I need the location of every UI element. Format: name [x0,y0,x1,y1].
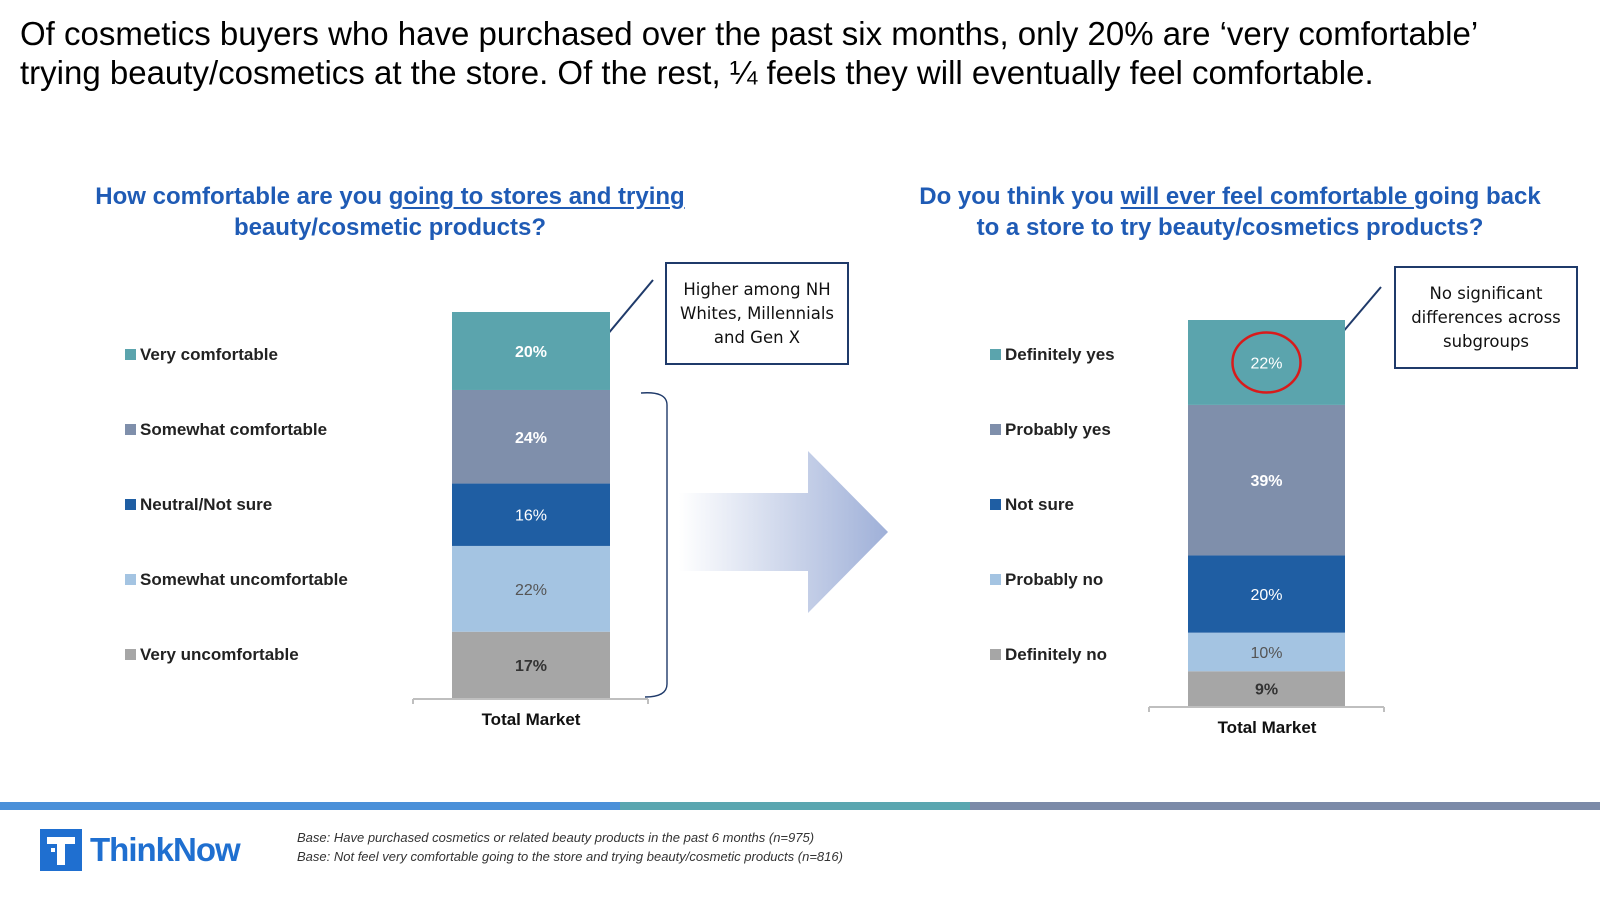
bar-segment-not-sure [1188,555,1345,633]
right-question-underlined: will ever feel comfortable [1120,183,1415,210]
thinknow-logo: ThinkNow [40,828,241,872]
bar-segment-somewhat-comfortable [452,389,610,484]
legend-item: Very uncomfortable [125,645,299,665]
legend-label: Definitely no [1005,645,1108,664]
legend-item: Not sure [990,495,1074,515]
left-category-label: Total Market [481,710,581,729]
bar-segment-very-uncomfortable [452,631,610,698]
right-question-part1: Do you think you [919,183,1121,210]
legend-label: Very comfortable [140,345,278,364]
data-label-not-sure: 20% [1250,587,1282,604]
data-label-probably-no: 10% [1250,645,1282,662]
left-callout: Higher among NH Whites, Millennials and … [665,262,849,365]
transition-arrow [679,451,888,613]
legend-label: Somewhat comfortable [140,420,328,439]
slide-headline: Of cosmetics buyers who have purchased o… [20,15,1477,91]
legend-swatch [990,349,1001,360]
right-callout-text: No significant differences across subgro… [1411,283,1561,351]
left-chart: 17% 22% 16% 24% 20% [412,312,649,704]
legend-label: Probably yes [1005,420,1111,439]
data-label-definitely-no: 9% [1255,682,1278,699]
data-label-somewhat-comfortable: 24% [515,430,547,447]
legend-label: Definitely yes [1005,345,1115,364]
left-callout-leader [586,279,654,360]
legend-item: Definitely no [990,645,1107,665]
footer-rule-segment [970,802,1600,810]
bar-segment-neutral-not-sure [452,483,610,546]
data-label-definitely-yes: 22% [1250,355,1282,372]
base-note-1: Base: Have purchased cosmetics or relate… [297,830,815,845]
legend-item: Definitely yes [990,345,1115,365]
data-label-somewhat-uncomfortable: 22% [515,582,547,599]
legend-item: Neutral/Not sure [125,495,272,515]
data-label-neutral-not-sure: 16% [515,508,547,525]
bar-segment-somewhat-uncomfortable [452,545,610,632]
footer-rule-segment [0,802,620,810]
bar-segment-definitely-yes [1188,320,1345,405]
legend-label: Very uncomfortable [140,645,299,664]
legend-swatch [990,499,1001,510]
right-chart: 9% 10% 20% 39% 22% [1148,320,1385,712]
legend-swatch [125,349,136,360]
left-callout-text: Higher among NH Whites, Millennials and … [680,279,834,347]
legend-swatch [125,649,136,660]
footer-rule-segment [620,802,970,810]
highlight-circle [1231,331,1302,394]
logo-wordmark: ThinkNow [90,831,241,868]
data-label-very-uncomfortable: 17% [515,658,547,675]
legend-item: Probably no [990,570,1103,590]
right-question: Do you think you will ever feel comforta… [905,181,1555,243]
legend-item: Somewhat comfortable [125,420,327,440]
legend-swatch [990,574,1001,585]
legend-swatch [990,649,1001,660]
legend-label: Not sure [1005,495,1074,514]
bar-segment-definitely-no [1188,671,1345,706]
right-callout-leader [1313,286,1382,367]
legend-swatch [125,424,136,435]
right-question-part3: going back to a store to try beauty/cosm… [976,183,1541,241]
legend-label: Somewhat uncomfortable [140,570,348,589]
base-note-2: Base: Not feel very comfortable going to… [297,849,843,864]
data-label-probably-yes: 39% [1250,473,1282,490]
footer-rule [0,802,1600,810]
data-label-very-comfortable: 20% [515,344,547,361]
left-question: How comfortable are you going to stores … [60,181,720,243]
bar-segment-very-comfortable [452,312,610,390]
right-callout: No significant differences across subgro… [1394,266,1578,369]
legend-swatch [125,499,136,510]
left-bracket [640,392,668,698]
legend-label: Probably no [1005,570,1104,589]
left-question-part3: beauty/cosmetic products? [233,214,547,241]
legend-label: Neutral/Not sure [140,495,273,514]
thinknow-logo-icon [40,829,82,871]
bar-segment-probably-no [1188,632,1345,672]
legend-item: Very comfortable [125,345,278,365]
legend-swatch [990,424,1001,435]
legend-item: Probably yes [990,420,1111,440]
right-category-label: Total Market [1217,718,1317,737]
legend-item: Somewhat uncomfortable [125,570,348,590]
left-question-underlined: going to stores and trying [388,183,685,210]
bar-segment-probably-yes [1188,404,1345,556]
legend-swatch [125,574,136,585]
left-question-part1: How comfortable are you [95,183,389,210]
